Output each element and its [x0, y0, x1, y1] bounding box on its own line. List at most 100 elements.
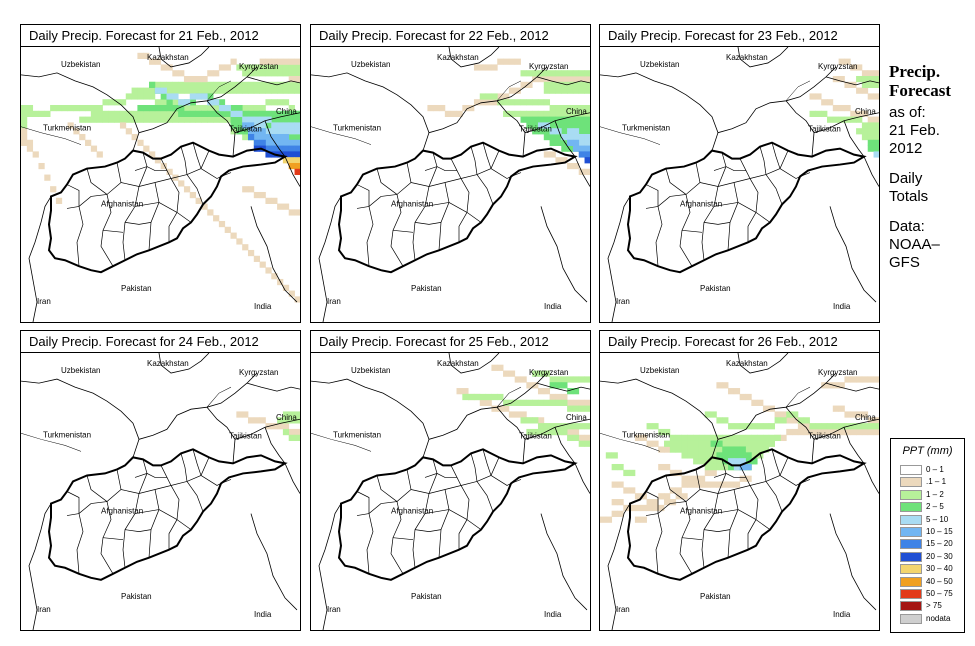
precip-cell [253, 417, 261, 424]
precip-cell [277, 128, 284, 135]
precip-cell [537, 399, 545, 406]
asof-line3: 2012 [889, 140, 923, 157]
precip-cell [508, 370, 516, 377]
precip-cell [526, 81, 533, 88]
map-label-kyrgyzstan: Kyrgyzstan [529, 368, 569, 377]
precip-cell [751, 434, 758, 442]
province-border [737, 509, 757, 520]
country-border [554, 427, 576, 464]
legend-swatch [900, 601, 922, 612]
precip-cell [584, 434, 590, 442]
precip-cell [681, 481, 688, 488]
precip-cell [166, 104, 173, 112]
country-border [138, 372, 258, 440]
precip-cell [549, 428, 556, 436]
precip-cell [543, 388, 551, 395]
precip-cell [288, 122, 295, 129]
precip-cell [850, 116, 857, 123]
province-border [86, 475, 108, 502]
precip-cell [207, 116, 214, 123]
precip-cell [271, 64, 278, 71]
precip-cell [634, 504, 642, 512]
precip-cell [733, 481, 741, 488]
province-border [645, 491, 659, 514]
precip-layer-01-1 [21, 52, 300, 303]
precip-cell [578, 104, 585, 112]
precip-cell [867, 423, 874, 430]
precip-cell [572, 104, 580, 112]
precip-cell [143, 104, 150, 112]
precip-cell [867, 128, 874, 135]
province-border [176, 519, 192, 530]
precip-cell [259, 64, 266, 71]
province-border [755, 519, 771, 530]
country-border [574, 156, 590, 187]
province-border [424, 202, 450, 207]
precip-cell [479, 93, 486, 100]
precip-cell [189, 93, 196, 100]
map-label-india: India [254, 610, 272, 619]
precip-cell [520, 99, 527, 106]
precip-cell [611, 481, 618, 488]
precip-cell [549, 116, 556, 123]
province-border [448, 509, 468, 520]
legend-item: 10 – 15 [900, 527, 964, 538]
precip-cell [537, 370, 545, 377]
precip-cell [555, 81, 562, 88]
precip-cell [90, 145, 98, 152]
precip-cell [716, 440, 723, 447]
precip-cell [786, 417, 793, 424]
precip-cell [584, 139, 590, 146]
precip-cell [578, 116, 585, 123]
precip-cell [247, 249, 255, 257]
precip-cell [213, 116, 220, 123]
precip-cell [867, 376, 874, 383]
country-border [158, 353, 210, 374]
country-border [825, 76, 879, 86]
precip-cell [526, 122, 533, 129]
precip-cell [149, 151, 156, 158]
precip-cell [549, 423, 556, 430]
precip-layer-1-2 [809, 75, 879, 141]
province-border [428, 459, 438, 494]
precip-cell [867, 81, 874, 88]
precip-cell [526, 399, 533, 406]
precip-cell [427, 104, 434, 112]
country-border [574, 463, 590, 494]
precip-cell [572, 139, 580, 146]
precip-cell [497, 93, 504, 100]
precip-cell [873, 428, 879, 436]
province-border [102, 537, 124, 541]
precip-cell [567, 388, 574, 395]
precip-layer-20-30 [584, 157, 590, 164]
precip-cell [745, 434, 752, 442]
precip-cell [572, 145, 580, 152]
precip-cell [549, 87, 556, 94]
precip-cell [809, 110, 816, 117]
precip-cell [578, 151, 585, 158]
precip-cell [473, 393, 481, 401]
precip-cell [201, 87, 208, 94]
precip-cell [838, 104, 845, 112]
precip-cell [160, 64, 167, 71]
precip-cell [90, 104, 98, 112]
precip-cell [873, 423, 879, 430]
map-label-uzbekistan: Uzbekistan [61, 366, 101, 375]
precip-cell [247, 87, 255, 94]
precip-cell [693, 481, 700, 488]
precip-cell [832, 423, 840, 430]
precip-cell [549, 399, 556, 406]
precip-cell [230, 87, 237, 94]
precip-cell [584, 75, 590, 83]
legend-swatch [900, 502, 922, 513]
precip-cell [149, 116, 156, 123]
precip-cell [733, 458, 741, 465]
precip-cell [809, 428, 816, 436]
precip-cell [259, 70, 266, 77]
precip-cell [555, 122, 562, 129]
legend-swatch [900, 589, 922, 599]
precip-cell [282, 81, 290, 88]
precip-cell [537, 110, 545, 117]
country-border [717, 66, 837, 134]
province-border [66, 469, 122, 516]
